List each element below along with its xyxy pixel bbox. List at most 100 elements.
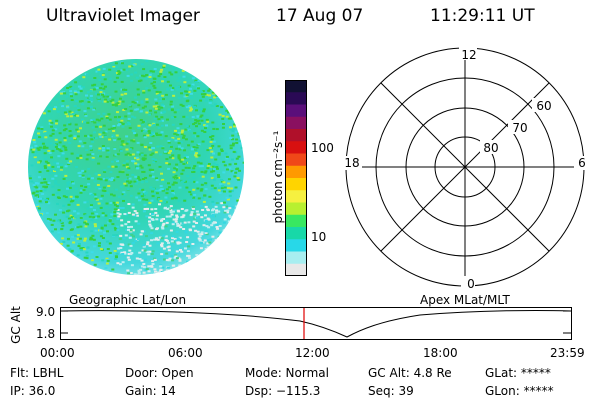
uv-pixel (188, 109, 192, 112)
uv-pixel (85, 149, 89, 151)
uv-pixel (131, 229, 135, 232)
uv-pixel (142, 91, 146, 94)
uv-pixel (153, 200, 157, 203)
uv-pixel (204, 182, 208, 185)
uv-pixel (107, 165, 111, 168)
uv-pixel (43, 130, 47, 133)
uv-pixel (164, 93, 168, 96)
uv-pixel (140, 153, 144, 156)
uv-pixel (160, 242, 164, 245)
uv-pixel (169, 229, 173, 232)
uv-pixel (83, 239, 87, 242)
uv-pixel (191, 206, 195, 208)
uv-pixel (111, 165, 115, 168)
uv-pixel (200, 216, 204, 219)
uv-pixel (142, 130, 146, 133)
uv-pixel (76, 114, 80, 117)
uv-pixel (121, 62, 124, 65)
uv-pixel (135, 180, 139, 183)
uv-pixel (151, 273, 155, 275)
uv-pixel (121, 193, 125, 196)
uv-pixel (77, 172, 81, 175)
uv-pixel (164, 238, 168, 241)
timeline-x-tick-12: 12:00 (295, 346, 330, 360)
uv-pixel (102, 186, 106, 189)
uv-pixel (94, 125, 98, 128)
uv-pixel (124, 123, 128, 126)
uv-pixel (87, 135, 91, 138)
uv-pixel (131, 153, 135, 156)
uv-pixel (59, 150, 63, 152)
uv-pixel (189, 214, 193, 217)
uv-pixel (114, 153, 118, 156)
uv-pixel (85, 94, 88, 97)
uv-pixel (216, 239, 220, 241)
uv-pixel (212, 162, 216, 165)
uv-pixel (62, 241, 66, 243)
uv-pixel (124, 108, 128, 110)
uv-pixel (103, 190, 107, 192)
uv-pixel (66, 187, 69, 190)
color-bar (285, 80, 307, 277)
uv-pixel (145, 101, 149, 104)
uv-pixel (90, 251, 94, 254)
uv-pixel (30, 146, 33, 149)
uv-pixel (117, 215, 121, 218)
uv-pixel (44, 181, 48, 184)
uv-pixel (124, 88, 128, 91)
uv-pixel (210, 177, 214, 180)
uv-pixel (160, 245, 164, 248)
uv-pixel (221, 185, 224, 188)
uv-pixel (153, 86, 157, 89)
uv-pixel (112, 234, 116, 237)
uv-pixel (137, 210, 141, 213)
uv-pixel (68, 186, 72, 189)
uv-pixel (148, 250, 152, 253)
uv-pixel (169, 150, 172, 153)
uv-pixel (66, 244, 70, 247)
uv-pixel (160, 219, 163, 222)
uv-pixel (110, 254, 113, 257)
uv-pixel (193, 165, 197, 168)
uv-pixel (221, 126, 225, 129)
uv-pixel (151, 158, 155, 160)
uv-pixel (228, 163, 232, 166)
uv-pixel (225, 109, 229, 112)
uv-pixel (215, 163, 219, 166)
uv-pixel (103, 169, 107, 172)
uv-pixel (118, 123, 122, 126)
uv-pixel (47, 202, 51, 205)
uv-pixel (108, 118, 112, 121)
uv-pixel (204, 127, 207, 130)
uv-pixel (56, 162, 60, 165)
uv-pixel (160, 111, 164, 114)
uv-pixel (101, 189, 105, 192)
uv-pixel (64, 196, 68, 199)
uv-pixel (179, 160, 183, 163)
uv-pixel (204, 205, 208, 208)
uv-pixel (54, 145, 58, 148)
uv-pixel (98, 149, 101, 152)
uv-pixel (153, 117, 157, 120)
uv-pixel (151, 195, 155, 198)
uv-pixel (87, 177, 91, 180)
uv-pixel (121, 198, 125, 201)
uv-pixel (137, 93, 140, 96)
uv-pixel (43, 157, 47, 160)
uv-pixel (204, 183, 208, 186)
uv-pixel (89, 206, 93, 209)
uv-pixel (170, 197, 174, 200)
uv-pixel (98, 147, 102, 150)
uv-pixel (36, 147, 40, 150)
uv-pixel (159, 199, 163, 202)
uv-pixel (111, 101, 115, 104)
uv-pixel (54, 138, 58, 141)
uv-pixel (164, 206, 167, 209)
uv-pixel (73, 90, 77, 93)
uv-pixel (178, 258, 182, 261)
uv-pixel (102, 67, 106, 70)
uv-pixel (46, 111, 50, 114)
uv-pixel (80, 249, 83, 252)
uv-pixel (160, 137, 164, 140)
uv-pixel (92, 137, 96, 139)
